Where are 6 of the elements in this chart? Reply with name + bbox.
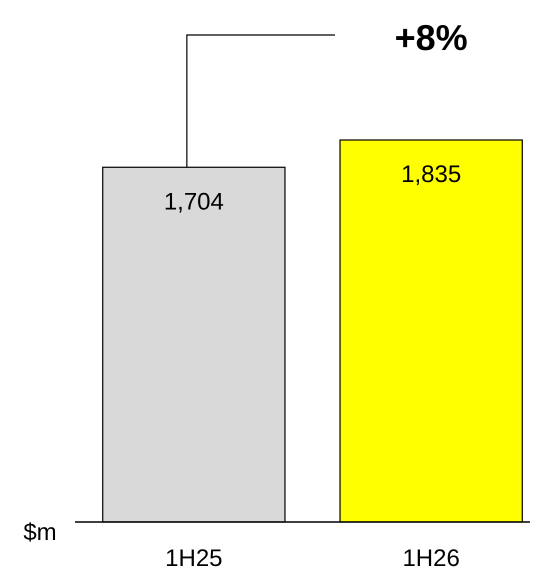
data-label: 1,835 xyxy=(401,161,462,188)
x-tick-label: 1H25 xyxy=(165,545,223,572)
text: +8% xyxy=(394,17,468,58)
x-tick-label: 1H26 xyxy=(402,545,460,572)
y-axis-title: $m xyxy=(23,519,57,546)
data-label: 1,704 xyxy=(164,188,224,216)
